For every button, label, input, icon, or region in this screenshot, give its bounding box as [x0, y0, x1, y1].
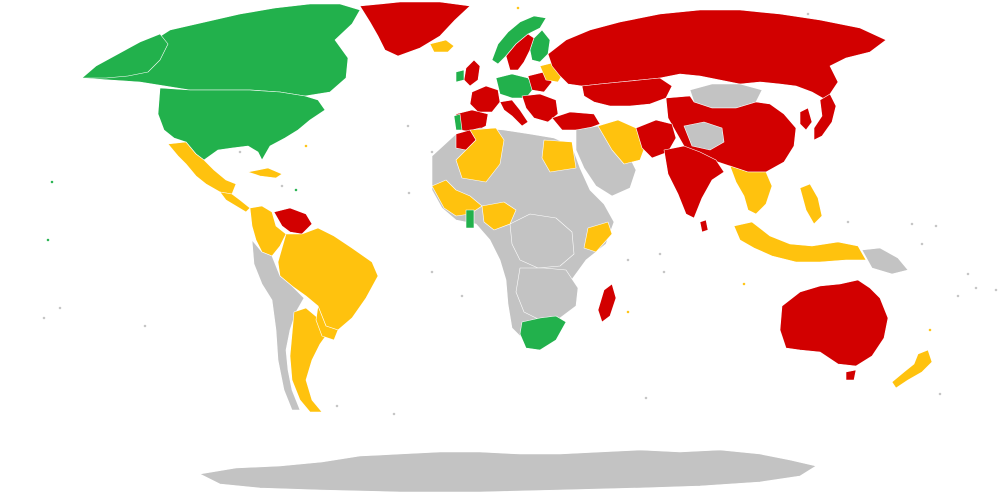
island-dot — [662, 270, 666, 274]
island-dot — [966, 272, 970, 276]
south-africa-region — [519, 315, 567, 351]
paraguay-uruguay-region — [315, 305, 339, 341]
philippines-region — [799, 183, 823, 225]
island-dot — [994, 288, 998, 292]
island-dot — [928, 328, 932, 332]
island-dot — [46, 238, 50, 242]
island-dot — [910, 222, 914, 226]
greenland-region — [359, 1, 471, 57]
west-china-region — [683, 121, 725, 151]
island-dot — [430, 150, 434, 154]
indonesia-region — [733, 221, 867, 263]
algeria-region — [455, 127, 505, 183]
island-dot — [430, 270, 434, 274]
iceland-region — [429, 39, 455, 53]
venezuela-region — [273, 207, 313, 235]
island-dot — [50, 180, 54, 184]
island-dot — [42, 316, 46, 320]
southeast-asia-region — [729, 165, 773, 215]
sri-lanka-region — [699, 219, 709, 233]
canada-region — [81, 3, 361, 97]
new-guinea-region — [861, 247, 909, 275]
island-dot — [304, 144, 308, 148]
island-dot — [934, 224, 938, 228]
island-dot — [294, 188, 298, 192]
southern-africa-region — [515, 267, 579, 321]
island-dot — [280, 184, 284, 188]
ireland-region — [455, 69, 465, 83]
brazil-region — [277, 227, 379, 331]
island-dot — [938, 392, 942, 396]
colombia-region — [249, 205, 287, 257]
island-dot — [460, 294, 464, 298]
island-dot — [392, 412, 396, 416]
island-dot — [742, 282, 746, 286]
india-region — [663, 145, 725, 219]
alaska-region — [81, 33, 169, 79]
portugal-region — [453, 113, 463, 131]
island-dot — [626, 258, 630, 262]
japan-region — [813, 93, 837, 141]
island-dot — [920, 242, 924, 246]
mexico-region — [167, 141, 237, 195]
island-dot — [516, 6, 520, 10]
island-dot — [626, 310, 630, 314]
finland-region — [529, 29, 551, 63]
island-dot — [238, 150, 242, 154]
new-zealand-region — [891, 349, 933, 389]
pakistan-afghanistan-region — [635, 119, 677, 159]
antarctica-region — [199, 449, 817, 493]
korea-region — [799, 107, 813, 131]
island-dot — [407, 191, 411, 195]
australia-region — [779, 279, 889, 367]
caribbean-region — [247, 167, 283, 179]
norway-region — [491, 15, 547, 65]
island-dot — [658, 252, 662, 256]
central-america-region — [219, 191, 251, 213]
ghana-region — [465, 209, 475, 229]
island-dot — [806, 12, 810, 16]
island-dot — [58, 306, 62, 310]
italy-region — [499, 99, 529, 127]
peru-bolivia-chile-region — [251, 239, 305, 411]
iran-region — [597, 119, 647, 165]
island-dot — [974, 286, 978, 290]
uk-region — [463, 59, 481, 87]
central-europe-region — [495, 73, 535, 99]
island-dot — [644, 396, 648, 400]
island-dot — [956, 294, 960, 298]
island-dot — [143, 324, 147, 328]
central-africa-region — [509, 213, 575, 269]
turkey-region — [551, 111, 601, 131]
madagascar-region — [597, 283, 617, 323]
kenya-somalia-region — [583, 221, 613, 253]
island-dot — [406, 124, 410, 128]
egypt-region — [541, 139, 577, 173]
island-dot — [335, 404, 339, 408]
tasmania-region — [845, 369, 857, 381]
island-dot — [846, 220, 850, 224]
usa-region — [157, 87, 326, 161]
france-region — [469, 85, 501, 113]
